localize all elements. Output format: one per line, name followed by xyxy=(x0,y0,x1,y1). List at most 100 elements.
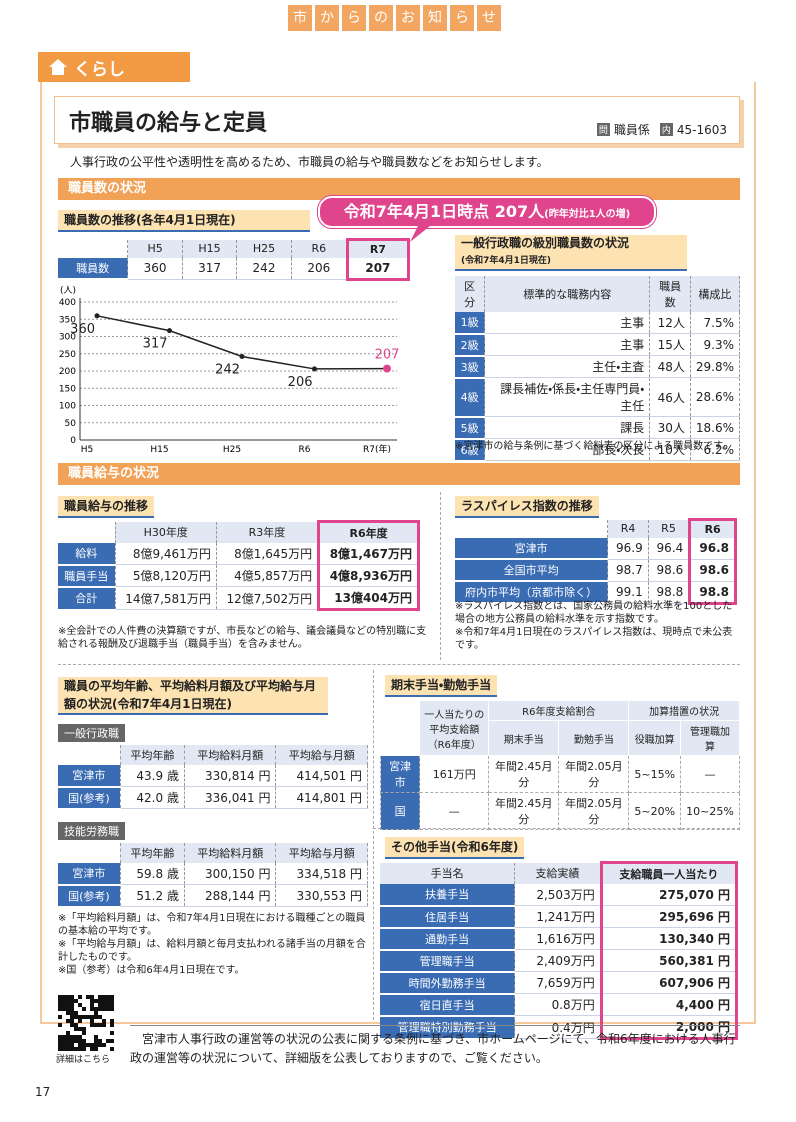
table-cell: 8億1,467万円 xyxy=(317,543,420,565)
qr-module xyxy=(86,995,90,999)
qr-module xyxy=(90,1047,94,1051)
table-cell: 98.6 xyxy=(648,559,691,582)
subheading: 期末手当・勤勉手当 xyxy=(385,675,498,697)
table-row: 管理職特別勤務手当 0.4万円 2,000 円 xyxy=(380,1015,739,1040)
qr-module xyxy=(70,1003,74,1007)
table-row: 6級 部長・次長 10人 6.2% xyxy=(455,438,741,462)
qr-module xyxy=(62,1035,66,1039)
table-cell: 300,150 円 xyxy=(184,863,277,885)
column-header: 区分 xyxy=(455,276,486,312)
table-cell: — xyxy=(419,792,490,830)
qr-module xyxy=(82,1015,86,1019)
row-label: 給料 xyxy=(58,543,116,566)
qr-module xyxy=(70,1007,74,1011)
table-cell: 1,616万円 xyxy=(514,927,602,950)
qr-module xyxy=(110,1039,114,1043)
table-row: 3級 主任・主査 48人 29.8% xyxy=(455,355,741,379)
row-label: 1級 xyxy=(455,312,486,335)
contact: 問 職員係 内 45-1603 xyxy=(596,121,727,138)
table: 平均年齢 平均給料月額 平均給与月額 宮津市 59.8 歳 300,150 円 334,51… xyxy=(58,843,368,908)
qr-module xyxy=(66,1011,70,1015)
row-label: 5級 xyxy=(455,416,486,440)
qr-module xyxy=(106,1039,110,1043)
row-label: 府内市平均（京都市除く） xyxy=(455,581,609,604)
qr-module xyxy=(98,995,102,999)
row-label: 扶養手当 xyxy=(380,884,516,907)
row-label: 国(参考) xyxy=(58,884,121,908)
table-cell: 10人 xyxy=(649,438,691,461)
table-cell: 96.8 xyxy=(688,538,737,560)
column-header: R5 xyxy=(648,519,691,538)
table-cell: 360 xyxy=(127,258,183,280)
table-cell: 10~25% xyxy=(680,792,740,830)
table-cell: 課長 xyxy=(484,416,651,439)
header-row: 手当名 支給実績 支給職員一人当たり xyxy=(380,861,739,884)
footer-rule xyxy=(130,1025,740,1026)
row-label: 3級 xyxy=(455,355,486,379)
qr-module xyxy=(74,1039,78,1043)
qr-module xyxy=(82,1031,86,1035)
table-cell: 330,553 円 xyxy=(275,884,368,907)
data-label: 360 xyxy=(70,322,95,337)
table-cell: 43.9 歳 xyxy=(120,765,185,787)
qr-module xyxy=(82,1007,86,1011)
table: 一人当たりの平均支給額（R6年度） R6年度支給割合 加算措置の状況 期末手当勤… xyxy=(379,700,740,830)
table-cell: 295,696 円 xyxy=(599,905,739,928)
table-row: 府内市平均（京都市除く） 99.1 98.8 98.8 xyxy=(455,581,737,605)
table-cell: 275,070 円 xyxy=(599,884,739,906)
table-cell: 30人 xyxy=(649,416,691,439)
header-row: 区分 標準的な職務内容 職員数 構成比 xyxy=(455,276,741,312)
tab: 市 xyxy=(288,5,312,31)
table-cell: 59.8 歳 xyxy=(120,863,185,885)
table-cell: 161万円 xyxy=(419,755,490,793)
table-row: 宮津市 96.9 96.4 96.8 xyxy=(455,538,737,560)
line xyxy=(96,315,388,370)
x-tick-label: R7(年) xyxy=(363,443,391,455)
qr-module xyxy=(110,1019,114,1023)
table-cell: 98.6 xyxy=(688,559,737,582)
qr-module xyxy=(94,1015,98,1019)
table-cell: 98.8 xyxy=(688,581,737,605)
row-label: 宮津市 xyxy=(58,765,121,788)
home-icon xyxy=(49,59,67,75)
row-label: 管理職特別勤務手当 xyxy=(380,1015,516,1040)
x-tick-label: H15 xyxy=(150,445,168,455)
qr-module xyxy=(106,995,110,999)
table-cell: 414,801 円 xyxy=(275,786,368,809)
callout-note: (昨年対比1人の増) xyxy=(544,209,631,220)
row-label: 宮津市 xyxy=(58,863,121,886)
table: 手当名 支給実績 支給職員一人当たり 扶養手当 2,503万円 275,070 円住居手当… xyxy=(380,861,739,1040)
qr-module xyxy=(78,1043,82,1047)
x-tick-label: R6 xyxy=(299,445,311,455)
qr-module xyxy=(82,1039,86,1043)
table: 区分 標準的な職務内容 職員数 構成比 1級 主事 12人 7.5% 2級 主事 15人 9.3% 3級… xyxy=(455,276,741,462)
qr-module xyxy=(78,1019,82,1023)
tab: の xyxy=(369,5,393,31)
table-cell: 18.6% xyxy=(690,416,741,439)
qr-module xyxy=(82,1043,86,1047)
qr-module xyxy=(74,1047,78,1051)
intro: 人事行政の公平性や透明性を高めるため、市職員の給与や職員数などをお知らせします。 xyxy=(70,155,549,169)
line-chart: (人) 0 50 100 150 200 250 300 350 400 H5 H15 H25 R6 R7(… xyxy=(59,286,400,455)
table-row: 2級 主事 15人 9.3% xyxy=(455,333,741,357)
table-cell: 1,241万円 xyxy=(514,905,602,928)
table-cell: 96.9 xyxy=(607,538,649,560)
qr-module xyxy=(102,1019,106,1023)
tag: 一般行政職 xyxy=(58,724,125,742)
qr-module xyxy=(70,999,74,1003)
tab: 知 xyxy=(423,5,447,31)
qr-module xyxy=(62,1047,66,1051)
row-label: 合計 xyxy=(58,586,116,611)
qr-module xyxy=(94,1039,98,1043)
qr-module xyxy=(58,1003,62,1007)
table-cell: 48人 xyxy=(649,355,691,378)
qr-module xyxy=(58,1043,62,1047)
column-header: 職員数 xyxy=(649,276,691,312)
qr-module xyxy=(86,1015,90,1019)
qr-module xyxy=(74,1011,78,1015)
table-row: 職員数 360 317 242 206 207 xyxy=(58,258,411,281)
qr-module xyxy=(102,1043,106,1047)
y-axis-label: (人) xyxy=(60,286,76,296)
